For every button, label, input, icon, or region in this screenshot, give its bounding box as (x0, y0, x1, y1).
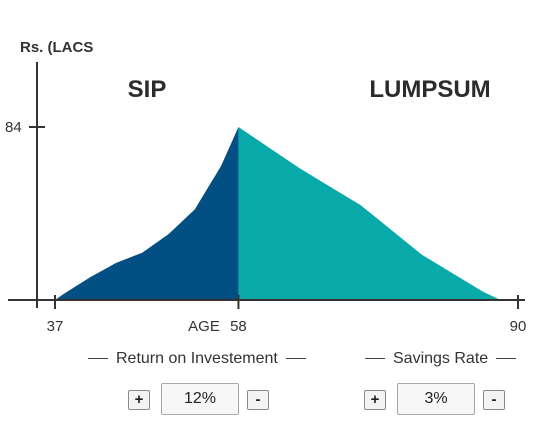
x-tick-label: 58 (230, 318, 247, 335)
return-label: Return on Investement (80, 350, 314, 368)
x-tick-label: 37 (47, 318, 64, 335)
divider (496, 358, 517, 360)
return-minus-button[interactable]: - (247, 390, 269, 410)
x-tick-label: 90 (510, 318, 527, 335)
savings-plus-button[interactable]: + (364, 390, 386, 410)
divider (88, 358, 108, 360)
x-axis-label: AGE (188, 318, 220, 335)
area-lumpsum (238, 127, 501, 300)
savings-minus-button[interactable]: - (483, 390, 505, 410)
region-label-lumpsum: LUMPSUM (369, 76, 490, 103)
chart: 37 58 90 84 Rs. (LACS AGE SIP LUMPSUM (5, 39, 527, 335)
y-tick-label: 84 (5, 119, 22, 136)
y-axis-label: Rs. (LACS (20, 39, 93, 56)
savings-label: Savings Rate (357, 350, 524, 368)
divider (365, 358, 385, 360)
region-label-sip: SIP (128, 76, 167, 103)
return-plus-button[interactable]: + (128, 390, 150, 410)
divider (285, 358, 306, 360)
area-sip (55, 127, 239, 300)
savings-value[interactable]: 3% (397, 383, 475, 415)
return-value[interactable]: 12% (161, 383, 239, 415)
